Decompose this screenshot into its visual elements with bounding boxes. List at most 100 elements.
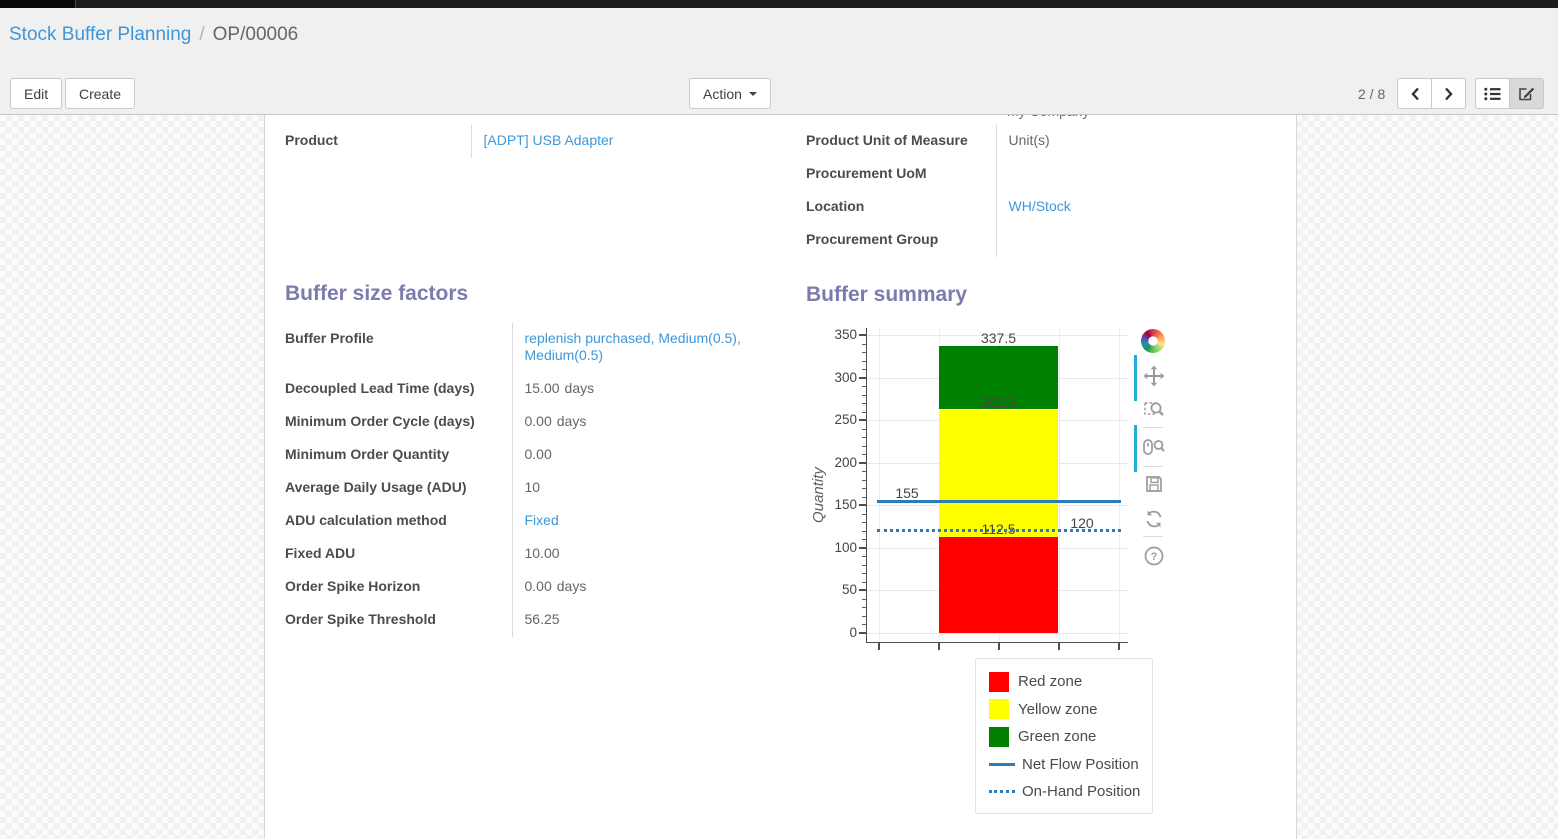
- y-axis-minor-tick: [862, 496, 867, 498]
- y-axis-minor-tick: [862, 615, 867, 617]
- red-zone-swatch: [989, 671, 1009, 692]
- field-label-minimum-order-quantity: Minimum Order Quantity: [285, 446, 450, 462]
- box-zoom-tool-button[interactable]: [1141, 396, 1167, 422]
- value-text: 0.00: [524, 446, 552, 462]
- bokeh-logo[interactable]: [1141, 329, 1165, 353]
- y-axis-minor-tick: [862, 522, 867, 524]
- field-row-location: Location WH/Stock: [806, 191, 1264, 224]
- field-value-average-daily-usage-adu: 10: [511, 472, 757, 505]
- value-text: Unit(s): [1008, 132, 1050, 148]
- field-value-minimum-order-quantity: 0.00: [511, 439, 757, 472]
- help-tool-button[interactable]: ?: [1141, 543, 1167, 569]
- field-label-procurement-uom: Procurement UoM: [806, 165, 927, 181]
- field-value-fixed-adu: 10.00: [511, 538, 757, 571]
- y-axis-minor-tick: [862, 556, 867, 558]
- y-axis-minor-tick: [862, 581, 867, 583]
- create-button[interactable]: Create: [65, 78, 136, 109]
- legend-label: On-Hand Position: [1022, 783, 1141, 801]
- y-axis-minor-tick: [862, 369, 867, 371]
- y-axis-major-tick: [859, 376, 867, 379]
- y-axis-tick-label: 150: [834, 497, 857, 513]
- green-zone-swatch: [989, 726, 1009, 747]
- field-label-procurement-group: Procurement Group: [806, 231, 939, 247]
- legend-item-green-zone: Green zone: [989, 723, 1146, 751]
- value-text: 15.00: [524, 380, 560, 396]
- reset-tool-button[interactable]: [1141, 506, 1167, 532]
- top-menu-bar: [0, 0, 1558, 8]
- value-text: 56.25: [524, 611, 560, 627]
- value-text: 10: [524, 479, 541, 495]
- green-zone-bar: [939, 345, 1058, 410]
- yellow-zone-bar: [939, 409, 1058, 538]
- buffer-summary-chart: Quantity 155 120 337.5 262.5 112.5 0 50 100 150 2…: [806, 325, 1166, 673]
- y-axis-tick-label: 200: [834, 454, 857, 470]
- form-sheet: My Company Product [ADPT] USB Adapter Pro…: [264, 115, 1297, 839]
- x-axis-major-tick: [998, 643, 1000, 650]
- y-axis-tick-label: 250: [834, 412, 857, 428]
- field-value-order-spike-horizon: 0.00 days: [511, 571, 757, 604]
- field-row-order-spike-horizon: Order Spike Horizon 0.00 days: [285, 571, 757, 604]
- value-suffix: days: [564, 380, 595, 396]
- y-axis-minor-tick: [862, 564, 867, 566]
- net-flow-position-swatch: [989, 762, 1015, 766]
- y-axis-minor-tick: [862, 394, 867, 396]
- chart-plot-area[interactable]: 155 120 337.5 262.5 112.5 0 50 100 150 200 250 300 3…: [834, 327, 1128, 650]
- chevron-right-icon: [1444, 87, 1453, 100]
- field-label-order-spike-threshold: Order Spike Threshold: [285, 611, 436, 627]
- link-adu-calculation-method[interactable]: Fixed: [524, 512, 559, 528]
- legend-label: Net Flow Position: [1022, 755, 1139, 773]
- wheel-zoom-icon: [1143, 439, 1165, 455]
- y-axis-minor-tick: [862, 343, 867, 345]
- wheel-zoom-tool-button[interactable]: [1141, 434, 1167, 460]
- y-axis-minor-tick: [862, 403, 867, 405]
- save-tool-button[interactable]: [1141, 471, 1167, 497]
- field-row-product: Product [ADPT] USB Adapter: [285, 125, 737, 158]
- legend-label: Green zone: [1018, 728, 1097, 746]
- y-axis-minor-tick: [862, 488, 867, 490]
- legend-item-on-hand-position: On-Hand Position: [989, 778, 1146, 806]
- pager: 2 / 8: [1358, 78, 1545, 109]
- top-menu-tab: [0, 0, 76, 8]
- y-axis-major-tick: [859, 504, 867, 507]
- wheel-zoom-tool-active-indicator: [1134, 425, 1137, 472]
- y-axis-minor-tick: [862, 598, 867, 600]
- pager-value: 2 / 8: [1358, 85, 1386, 102]
- on-hand-position-value-label: 120: [1070, 514, 1094, 531]
- reset-icon: [1146, 510, 1162, 528]
- value-suffix: days: [556, 413, 587, 429]
- link-product[interactable]: [ADPT] USB Adapter: [483, 132, 614, 148]
- form-view-button[interactable]: [1509, 78, 1545, 109]
- legend-item-red-zone: Red zone: [989, 668, 1146, 696]
- value-suffix: days: [556, 578, 587, 594]
- y-axis-minor-tick: [862, 437, 867, 439]
- y-axis-minor-tick: [862, 539, 867, 541]
- y-axis-minor-tick: [862, 386, 867, 388]
- legend-item-net-flow-position: Net Flow Position: [989, 751, 1146, 779]
- zone-boundary-label-337-5: 337.5: [980, 329, 1017, 346]
- link-location[interactable]: WH/Stock: [1008, 198, 1071, 214]
- pan-tool-active-indicator: [1134, 355, 1137, 401]
- field-row-adu-calculation-method: ADU calculation method Fixed: [285, 505, 757, 538]
- x-axis-major-tick: [938, 643, 940, 650]
- value-text: 0.00: [524, 578, 552, 594]
- field-label-average-daily-usage-adu: Average Daily Usage (ADU): [285, 479, 467, 495]
- action-dropdown-button[interactable]: Action: [689, 78, 771, 109]
- view-switcher: [1475, 78, 1545, 109]
- y-axis-minor-tick: [862, 428, 867, 430]
- breadcrumb-parent-link[interactable]: Stock Buffer Planning: [9, 24, 192, 45]
- chart-toolbar: ?: [1134, 329, 1171, 577]
- pager-next-button[interactable]: [1431, 78, 1467, 109]
- list-view-button[interactable]: [1475, 78, 1511, 109]
- field-value-procurement-group: [995, 224, 1264, 257]
- caret-down-icon: [748, 91, 757, 96]
- toolbar-divider: [1143, 466, 1163, 467]
- x-gridline: [879, 328, 880, 642]
- pager-previous-button[interactable]: [1397, 78, 1433, 109]
- pan-tool-button[interactable]: [1141, 363, 1167, 389]
- product-field-group: Product [ADPT] USB Adapter: [285, 125, 737, 158]
- link-buffer-profile[interactable]: replenish purchased, Medium(0.5), Medium…: [524, 330, 741, 363]
- edit-button[interactable]: Edit: [10, 78, 63, 109]
- field-value-location: WH/Stock: [995, 191, 1264, 224]
- y-gridline: [867, 633, 1128, 634]
- y-axis-tick-label: 350: [834, 327, 857, 342]
